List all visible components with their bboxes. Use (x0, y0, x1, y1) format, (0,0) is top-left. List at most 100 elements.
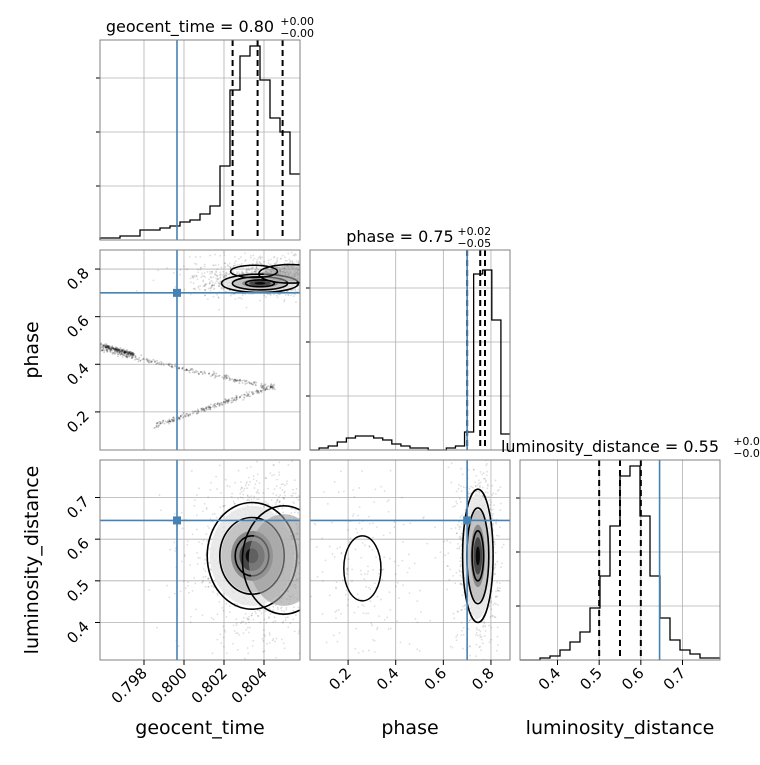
sample-point (257, 268, 259, 270)
sample-point (315, 463, 317, 465)
sample-point (203, 539, 205, 541)
sample-point (480, 482, 482, 484)
sample-point (229, 378, 231, 380)
sample-point (208, 581, 210, 583)
sample-point (304, 290, 306, 292)
sample-point (323, 569, 325, 571)
sample-point (315, 271, 317, 273)
sample-point (312, 281, 314, 283)
sample-point (249, 395, 251, 397)
sample-point (269, 607, 271, 609)
sample-point (119, 351, 121, 353)
sample-point (315, 650, 317, 652)
sample-point (317, 278, 319, 280)
sample-point (351, 572, 353, 574)
density-level-4 (255, 282, 266, 285)
sample-point (259, 622, 261, 624)
sample-point (243, 621, 245, 623)
sample-point (223, 375, 225, 377)
sample-point (276, 257, 278, 259)
sample-point (342, 274, 344, 276)
sample-point (301, 285, 303, 287)
sample-point (105, 343, 107, 345)
sample-point (197, 271, 199, 273)
sample-point (168, 596, 170, 598)
sample-point (248, 477, 250, 479)
sample-point (254, 611, 256, 613)
sample-point (327, 582, 329, 584)
sample-point (323, 265, 325, 267)
sample-point (464, 608, 466, 610)
sample-point (318, 611, 320, 613)
sample-point (269, 642, 271, 644)
sample-point (304, 283, 306, 285)
sample-point (300, 274, 302, 276)
sample-point (248, 632, 250, 634)
sample-point (197, 563, 199, 565)
sample-point (339, 584, 341, 586)
sample-point (486, 488, 488, 490)
sample-point (248, 269, 250, 271)
sample-point (268, 616, 270, 618)
sample-point (302, 274, 304, 276)
sample-point (212, 374, 214, 376)
sample-point (313, 273, 315, 275)
sample-point (171, 366, 173, 368)
sample-point (460, 566, 462, 568)
sample-point (225, 378, 227, 380)
sample-point (300, 268, 302, 270)
sample-point (317, 589, 319, 591)
sample-point (220, 642, 222, 644)
sample-point (189, 256, 191, 258)
sample-point (478, 629, 480, 631)
sample-point (487, 485, 489, 487)
sample-point (330, 273, 332, 275)
sample-point (276, 499, 278, 501)
sample-point (491, 517, 493, 519)
sample-point (321, 274, 323, 276)
density-secondary (264, 266, 317, 282)
sample-point (307, 451, 309, 453)
sample-point (222, 505, 224, 507)
sample-point (185, 587, 187, 589)
sample-point (324, 276, 326, 278)
sample-point (309, 673, 311, 675)
sample-point (184, 555, 186, 557)
sample-point (213, 371, 215, 373)
sample-point (284, 647, 286, 649)
sample-point (218, 264, 220, 266)
sample-point (336, 284, 338, 286)
sample-point (188, 592, 190, 594)
sample-point (303, 539, 305, 541)
sample-point (306, 275, 308, 277)
sample-point (316, 564, 318, 566)
sample-point (485, 437, 487, 439)
sample-point (301, 568, 303, 570)
sample-point (282, 622, 284, 624)
sample-point (490, 508, 492, 510)
sample-point (134, 359, 136, 361)
sample-point (148, 361, 150, 363)
sample-point (252, 272, 254, 274)
sample-point (323, 266, 325, 268)
sample-point (244, 488, 246, 490)
sample-point (320, 277, 322, 279)
sample-point (208, 278, 210, 280)
sample-point (277, 607, 279, 609)
sample-point (443, 456, 445, 458)
sample-point (354, 567, 356, 569)
sample-point (226, 374, 228, 376)
sample-point (269, 632, 271, 634)
sample-point (187, 581, 189, 583)
sample-point (328, 614, 330, 616)
sample-point (255, 268, 257, 270)
sample-point (202, 510, 204, 512)
sample-point (474, 481, 476, 483)
sample-point (239, 297, 241, 299)
sample-point (232, 643, 234, 645)
sample-point (308, 516, 310, 518)
sample-point (125, 353, 127, 355)
sample-point (167, 363, 169, 365)
sample-point (183, 265, 185, 267)
sample-point (352, 575, 354, 577)
